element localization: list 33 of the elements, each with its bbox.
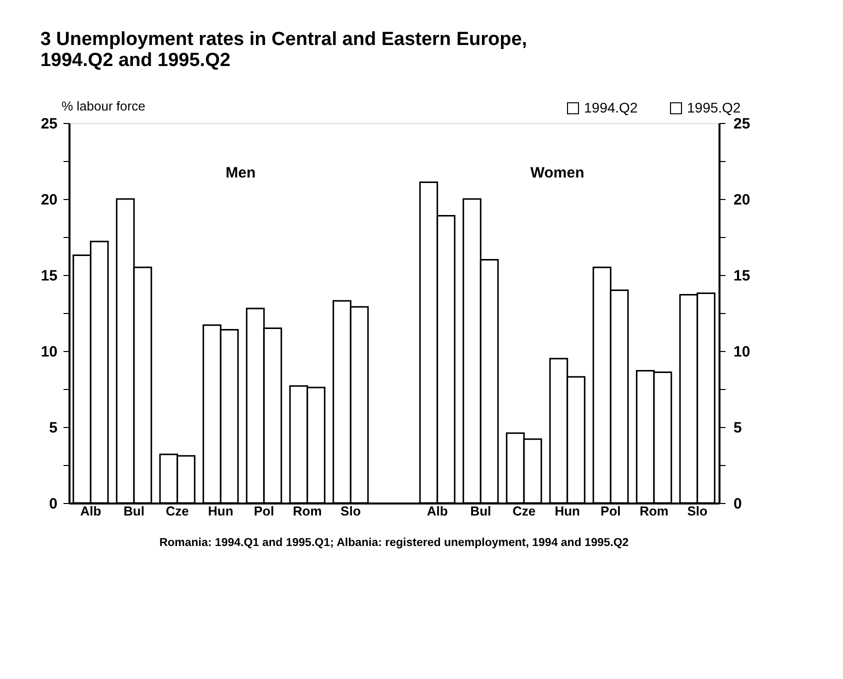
y-tick-label: 0 <box>49 496 58 512</box>
x-tick-label: Alb <box>80 504 102 518</box>
x-tick-label: Bul <box>124 504 144 518</box>
y2-tick-label: 0 <box>734 496 742 512</box>
annotation: Men <box>226 164 256 182</box>
annotation: Women <box>530 164 584 182</box>
x-tick-label: Hun <box>208 504 234 518</box>
text: Romania: 1994.Q1 and 1995.Q1; Albania: registered unemployment, 1994 and 1995.Q2 <box>159 537 629 549</box>
y2-tick-label: 25 <box>734 116 750 132</box>
chart-title: 3 Unemployment rates in Central and Eastern Europe, 1994.Q2 and 1995.Q2 <box>40 29 528 71</box>
y-axis-title: % labour force <box>62 98 146 114</box>
x-tick-label: Cze <box>512 504 536 518</box>
legend-label: 1995.Q2 <box>687 99 741 116</box>
x-tick-label: Pol <box>600 504 621 518</box>
x-tick-label: Rom <box>292 504 322 518</box>
y2-tick-label: 20 <box>734 192 750 208</box>
x-tick-label: Pol <box>254 504 274 518</box>
y-tick-label: 5 <box>49 420 58 436</box>
x-tick-label: Slo <box>340 504 361 518</box>
x-tick-label: Rom <box>640 504 668 518</box>
x-tick-label: Bul <box>470 504 492 518</box>
y-tick-label: 25 <box>40 116 58 132</box>
y2-tick-label: 10 <box>734 344 750 360</box>
y-tick-label: 15 <box>40 268 58 284</box>
x-tick-label: Slo <box>687 504 708 518</box>
x-tick-label: Hun <box>554 504 580 518</box>
y-tick-label: 20 <box>40 192 58 208</box>
y-tick-label: 10 <box>40 344 58 360</box>
y2-tick-label: 15 <box>734 268 750 284</box>
y2-tick-label: 5 <box>734 420 742 436</box>
x-tick-label: Cze <box>166 504 189 518</box>
x-tick-label: Alb <box>426 504 448 518</box>
legend-label: 1994.Q2 <box>584 99 638 116</box>
